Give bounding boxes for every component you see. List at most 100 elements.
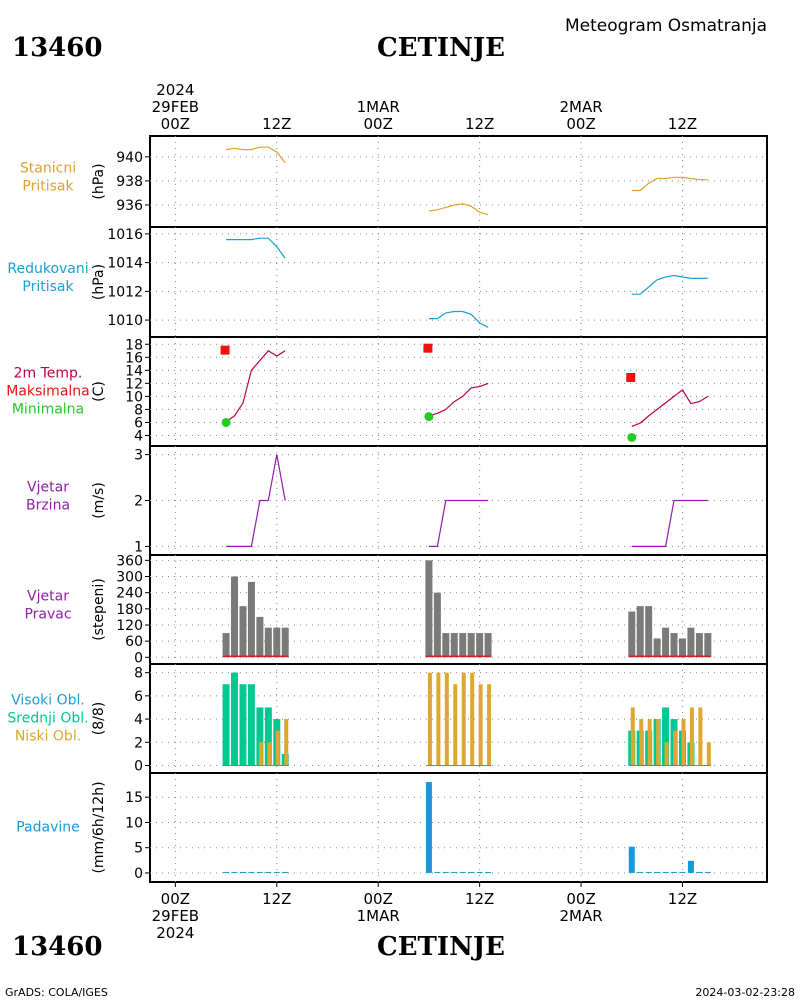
low-cloud-bar xyxy=(487,684,492,766)
series-line xyxy=(631,499,708,548)
y-tick-label: 4 xyxy=(134,712,143,728)
panel-frame xyxy=(149,772,768,883)
panel-label: Padavine xyxy=(16,820,80,836)
top-day-label: 2MAR xyxy=(559,98,602,116)
min-temp-marker xyxy=(424,412,434,422)
top-tick-label: 00Z xyxy=(161,115,190,133)
y-tick-label: 6 xyxy=(134,415,143,431)
precipitation-bar xyxy=(425,782,432,873)
wind-direction-bar xyxy=(484,633,492,658)
precipitation-bar xyxy=(696,871,703,873)
wind-direction-bar xyxy=(678,638,686,658)
max-temp-marker xyxy=(423,343,433,353)
low-cloud-bar xyxy=(689,707,694,766)
y-axis-label: (hPa) xyxy=(91,264,107,300)
top-tick-label: 12Z xyxy=(465,115,494,133)
precipitation-bar xyxy=(256,871,263,873)
precipitation-bar xyxy=(637,871,644,873)
precipitation-bar xyxy=(273,871,280,873)
precipitation-bar xyxy=(434,871,441,873)
y-axis-label: (stepeni) xyxy=(91,578,107,641)
timestamp-text: 2024-03-02-23:28 xyxy=(695,986,795,999)
station-id-top: 13460 xyxy=(12,33,102,63)
low-cloud-bar xyxy=(478,684,483,766)
panel-label: Vjetar xyxy=(27,480,69,496)
series-line xyxy=(631,176,708,192)
wind-direction-bar xyxy=(636,606,644,658)
wind-direction-bar xyxy=(239,606,247,658)
precipitation-bar xyxy=(282,871,289,873)
middle-cloud-bar xyxy=(239,684,247,766)
middle-cloud-bar xyxy=(256,707,264,766)
series-line xyxy=(428,382,489,417)
precipitation-bar xyxy=(468,871,475,873)
precipitation-bar xyxy=(645,871,652,873)
y-tick-label: 6 xyxy=(134,689,143,705)
top-day-label: 29FEB xyxy=(152,98,199,116)
wind-direction-bar xyxy=(442,633,450,658)
wind-direction-bar xyxy=(256,616,264,658)
min-temp-marker xyxy=(627,432,637,442)
y-tick-label: 5 xyxy=(134,841,143,857)
panel-frame xyxy=(149,336,768,447)
wind-direction-bar xyxy=(476,633,484,658)
bottom-tick-label: 00Z xyxy=(364,890,393,908)
low-cloud-bar xyxy=(639,719,644,766)
precipitation-bar xyxy=(687,860,694,873)
y-axis-label: (hPa) xyxy=(91,163,107,199)
low-cloud-bar xyxy=(470,672,475,766)
station-name-top: CETINJE xyxy=(377,33,505,63)
y-tick-label: 8 xyxy=(134,666,143,682)
middle-cloud-bar xyxy=(231,672,239,766)
low-cloud-bar xyxy=(664,742,669,766)
panel-label: Pravac xyxy=(24,607,71,623)
panel-label: Pritisak xyxy=(22,279,74,295)
y-tick-label: 300 xyxy=(116,570,143,586)
y-tick-label: 0 xyxy=(134,759,143,775)
y-tick-label: 360 xyxy=(116,553,143,569)
low-cloud-bar xyxy=(673,730,678,766)
wind-direction-bar xyxy=(247,581,255,658)
bottom-day-label: 29FEB xyxy=(152,907,199,925)
y-tick-label: 0 xyxy=(134,650,143,666)
y-tick-label: 8 xyxy=(134,402,143,418)
station-name-bottom: CETINJE xyxy=(377,932,505,962)
bottom-year-label: 2024 xyxy=(156,924,194,942)
y-tick-label: 1012 xyxy=(107,284,143,300)
precipitation-bar xyxy=(265,871,272,873)
panel-label: Minimalna xyxy=(12,402,84,418)
series-line xyxy=(226,146,286,164)
top-tick-label: 00Z xyxy=(364,115,393,133)
wind-direction-bar xyxy=(231,576,239,658)
product-title: Meteogram Osmatranja xyxy=(565,16,767,36)
y-tick-label: 4 xyxy=(134,428,143,444)
bottom-tick-label: 12Z xyxy=(465,890,494,908)
y-tick-label: 10 xyxy=(125,815,143,831)
middle-cloud-bar xyxy=(662,707,670,766)
low-cloud-bar xyxy=(656,719,661,766)
top-tick-label: 12Z xyxy=(262,115,291,133)
wind-direction-bar xyxy=(662,627,670,658)
bottom-tick-label: 00Z xyxy=(566,890,595,908)
y-tick-label: 936 xyxy=(116,198,143,214)
time-axis-bottom: 00Z 12Z 00Z 12Z 00Z 12Z 29FEB 1MAR 2MAR 2024 xyxy=(150,882,767,942)
wind-direction-bar xyxy=(222,633,230,658)
wind-direction-bar xyxy=(645,606,653,658)
y-tick-label: 180 xyxy=(116,602,143,618)
bottom-day-label: 1MAR xyxy=(357,907,400,925)
y-tick-label: 940 xyxy=(116,150,143,166)
panel-reduced-pressure: 1010 1012 1014 1016 (hPa)Redukovani Pritisak xyxy=(7,226,768,338)
wind-direction-bar xyxy=(628,611,636,658)
panel-frame xyxy=(149,226,768,338)
panel-label: Maksimalna xyxy=(6,384,90,400)
precipitation-bar xyxy=(671,871,678,873)
bottom-tick-label: 12Z xyxy=(262,890,291,908)
wind-direction-bar xyxy=(704,633,712,658)
wind-direction-bar xyxy=(281,627,289,658)
low-cloud-bar xyxy=(267,742,272,766)
max-temp-marker xyxy=(626,372,636,382)
y-tick-label: 0 xyxy=(134,866,143,882)
precipitation-bar xyxy=(476,871,483,873)
